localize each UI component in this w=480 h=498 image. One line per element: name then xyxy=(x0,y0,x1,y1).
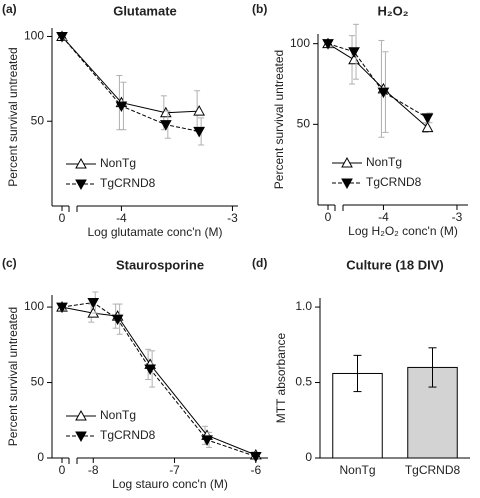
marker xyxy=(348,47,360,58)
chart-title: Glutamate xyxy=(113,3,177,18)
marker xyxy=(75,431,87,443)
legend-label: TgCRND8 xyxy=(100,176,156,190)
marker xyxy=(193,126,205,138)
marker xyxy=(322,39,334,50)
y-tick-label: 50 xyxy=(31,375,45,389)
panel-label: (b) xyxy=(252,2,267,16)
chart-title: Culture (18 DIV) xyxy=(346,257,444,272)
x-tick-label: 0 xyxy=(59,211,66,225)
x-axis-label: Log stauro conc'n (M) xyxy=(112,477,228,491)
panel-label: (d) xyxy=(252,256,267,270)
x-axis-label: Log H₂O₂ conc'n (M) xyxy=(348,224,458,238)
y-axis-label: Percent survival untreated xyxy=(272,50,286,189)
marker xyxy=(75,157,87,169)
x-tick-label: NonTg xyxy=(339,463,375,477)
marker xyxy=(87,298,100,309)
legend-label: NonTg xyxy=(100,156,136,170)
marker xyxy=(56,302,68,314)
legend-label: TgCRND8 xyxy=(366,175,422,189)
marker xyxy=(56,31,68,43)
y-tick-label: 0 xyxy=(305,450,312,464)
series-line xyxy=(61,36,200,114)
y-axis-label: Percent survival untreated xyxy=(6,47,20,186)
series-line xyxy=(327,43,428,128)
x-tick-label: -3 xyxy=(227,211,238,225)
y-tick-label: 1.0 xyxy=(295,299,312,313)
x-tick-label: TgCRND8 xyxy=(405,463,461,477)
series-line xyxy=(61,306,256,456)
legend-label: NonTg xyxy=(100,408,136,422)
marker xyxy=(75,179,87,191)
y-tick-label: 100 xyxy=(24,29,44,43)
y-tick-label: 50 xyxy=(31,113,45,127)
x-axis-label: Log glutamate conc'n (M) xyxy=(87,225,222,239)
marker xyxy=(341,156,353,168)
marker xyxy=(75,409,87,421)
marker xyxy=(115,101,128,113)
x-tick-label: 0 xyxy=(325,210,332,224)
marker xyxy=(111,314,124,326)
panel-label: (a) xyxy=(2,2,17,16)
x-tick-label: -4 xyxy=(378,210,389,224)
marker xyxy=(144,364,156,375)
x-tick-label: -6 xyxy=(250,463,261,477)
x-tick-label: -8 xyxy=(88,463,99,477)
chart-title: H₂O₂ xyxy=(377,3,408,18)
marker xyxy=(249,451,262,463)
chart-title: Staurosporine xyxy=(116,257,204,272)
legend-label: TgCRND8 xyxy=(100,428,156,442)
marker xyxy=(421,113,434,124)
y-tick-label: 0 xyxy=(37,450,44,464)
y-tick-label: 100 xyxy=(24,299,44,313)
y-axis-label: MTT absorbance xyxy=(274,332,288,423)
y-tick-label: 0.5 xyxy=(295,375,312,389)
marker xyxy=(421,121,434,133)
legend-label: NonTg xyxy=(366,155,402,169)
y-tick-label: 50 xyxy=(297,117,311,131)
x-tick-label: -7 xyxy=(169,463,180,477)
marker xyxy=(377,87,390,99)
marker xyxy=(201,435,213,446)
x-tick-label: -3 xyxy=(452,210,463,224)
series-line xyxy=(327,43,428,119)
x-tick-label: -4 xyxy=(116,211,127,225)
y-axis-label: Percent survival untreated xyxy=(6,307,20,446)
series-line xyxy=(61,302,256,457)
marker xyxy=(341,178,353,190)
series-line xyxy=(61,36,200,132)
panel-label: (c) xyxy=(2,256,17,270)
marker xyxy=(159,120,172,131)
marker xyxy=(193,105,205,116)
x-tick-label: 0 xyxy=(59,463,66,477)
y-tick-label: 100 xyxy=(290,36,310,50)
